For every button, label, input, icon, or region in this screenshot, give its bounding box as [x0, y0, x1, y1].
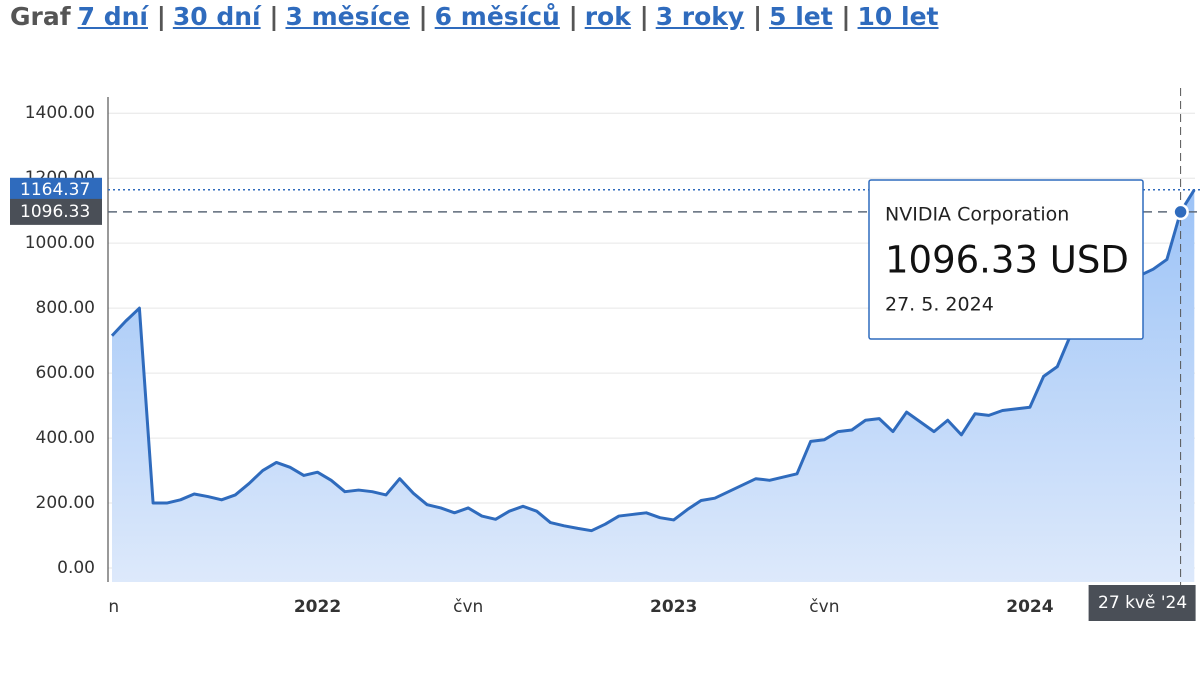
separator: | [568, 2, 578, 31]
range-link[interactable]: 10 let [857, 2, 939, 31]
separator: | [752, 2, 763, 31]
x-tick-label: 2023 [650, 597, 697, 617]
y-tick-label: 800.00 [36, 298, 95, 318]
range-link[interactable]: 7 dní [77, 2, 148, 31]
last-price-label: 1164.37 [20, 180, 90, 200]
tooltip-box [868, 179, 1144, 340]
range-link[interactable]: 3 měsíce [285, 2, 410, 31]
range-link[interactable]: 6 měsíců [434, 2, 560, 31]
line [110, 188, 1196, 533]
y-tick-label: 0.00 [57, 558, 95, 578]
crosshair-date-label: 27 kvě '24 [1098, 593, 1187, 613]
hover-price-label: 1096.33 [20, 202, 90, 222]
range-link[interactable]: rok [584, 2, 631, 31]
x-tick-label: čvn [89, 597, 119, 617]
separator: | [156, 2, 166, 31]
range-link[interactable]: 30 dní [172, 2, 261, 31]
tooltip-series: NVIDIA Corporation [885, 204, 1069, 226]
tooltip-value: 1096.33 USD [885, 239, 1129, 282]
y-tick-label: 200.00 [36, 493, 95, 513]
y-tick-label: 1000.00 [25, 233, 95, 253]
separator: | [841, 2, 851, 31]
y-tick-label: 400.00 [36, 428, 95, 448]
separator: | [418, 2, 428, 31]
x-tick-label: 2022 [294, 597, 341, 617]
crosshair-date-box [1088, 585, 1196, 621]
hover-price-box [10, 198, 102, 225]
last-price-box [10, 177, 102, 202]
range-link[interactable]: 5 let [769, 2, 833, 31]
range-link[interactable]: 3 roky [655, 2, 745, 31]
separator: | [639, 2, 649, 31]
x-axis-labels: čvn 2022 čvn 2023 čvn 2024 [89, 597, 1054, 617]
separator: | [269, 2, 279, 31]
y-tick-label: 600.00 [36, 363, 95, 383]
x-tick-label: čvn [809, 597, 839, 617]
area [112, 189, 1195, 583]
y-tick-label: 1400.00 [25, 103, 95, 123]
hover-marker [1172, 203, 1189, 221]
x-tick-label: čvn [453, 597, 483, 617]
header-title: Graf [10, 2, 71, 31]
tooltip-date: 27. 5. 2024 [885, 294, 994, 316]
range-selector: Graf 7 dní | 30 dní | 3 měsíce | 6 měsíců | r… [10, 2, 939, 31]
x-tick-label: 2024 [1006, 597, 1053, 617]
